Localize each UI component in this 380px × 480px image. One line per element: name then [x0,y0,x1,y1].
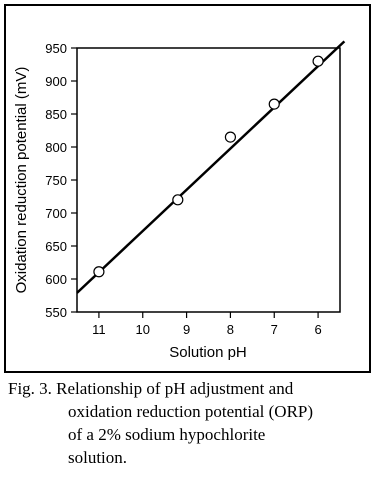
y-axis-label: Oxidation reduction potential (mV) [13,67,30,294]
fit-line [76,40,346,294]
caption-line: Fig. 3. Relationship of pH adjustment an… [8,379,294,398]
data-point [268,98,280,110]
x-tick-label: 6 [314,322,321,337]
x-tick-label: 9 [183,322,190,337]
x-tick-label: 8 [227,322,234,337]
y-tick-label: 750 [45,173,67,188]
data-point [224,131,237,143]
y-tick-label: 950 [45,41,67,56]
x-tick-label: 7 [271,322,278,337]
x-axis-label: Solution pH [169,344,247,361]
x-tick-label: 10 [136,322,150,337]
data-point [312,55,324,67]
y-tick-label: 900 [45,74,67,89]
y-tick-label: 700 [45,206,67,221]
data-point [172,194,184,206]
x-tick-label: 11 [92,322,106,337]
y-tick-label: 550 [45,305,67,320]
plot-area [76,47,341,313]
y-tick-label: 600 [45,272,67,287]
y-tick-label: 650 [45,239,67,254]
caption-line: oxidation reduction potential (ORP) [68,402,313,421]
y-tick-label: 850 [45,107,67,122]
caption-line: solution. [68,448,127,467]
caption-line: of a 2% sodium hypochlorite [68,425,265,444]
data-point [93,266,105,278]
frame [4,4,371,373]
y-tick-label: 800 [45,140,67,155]
